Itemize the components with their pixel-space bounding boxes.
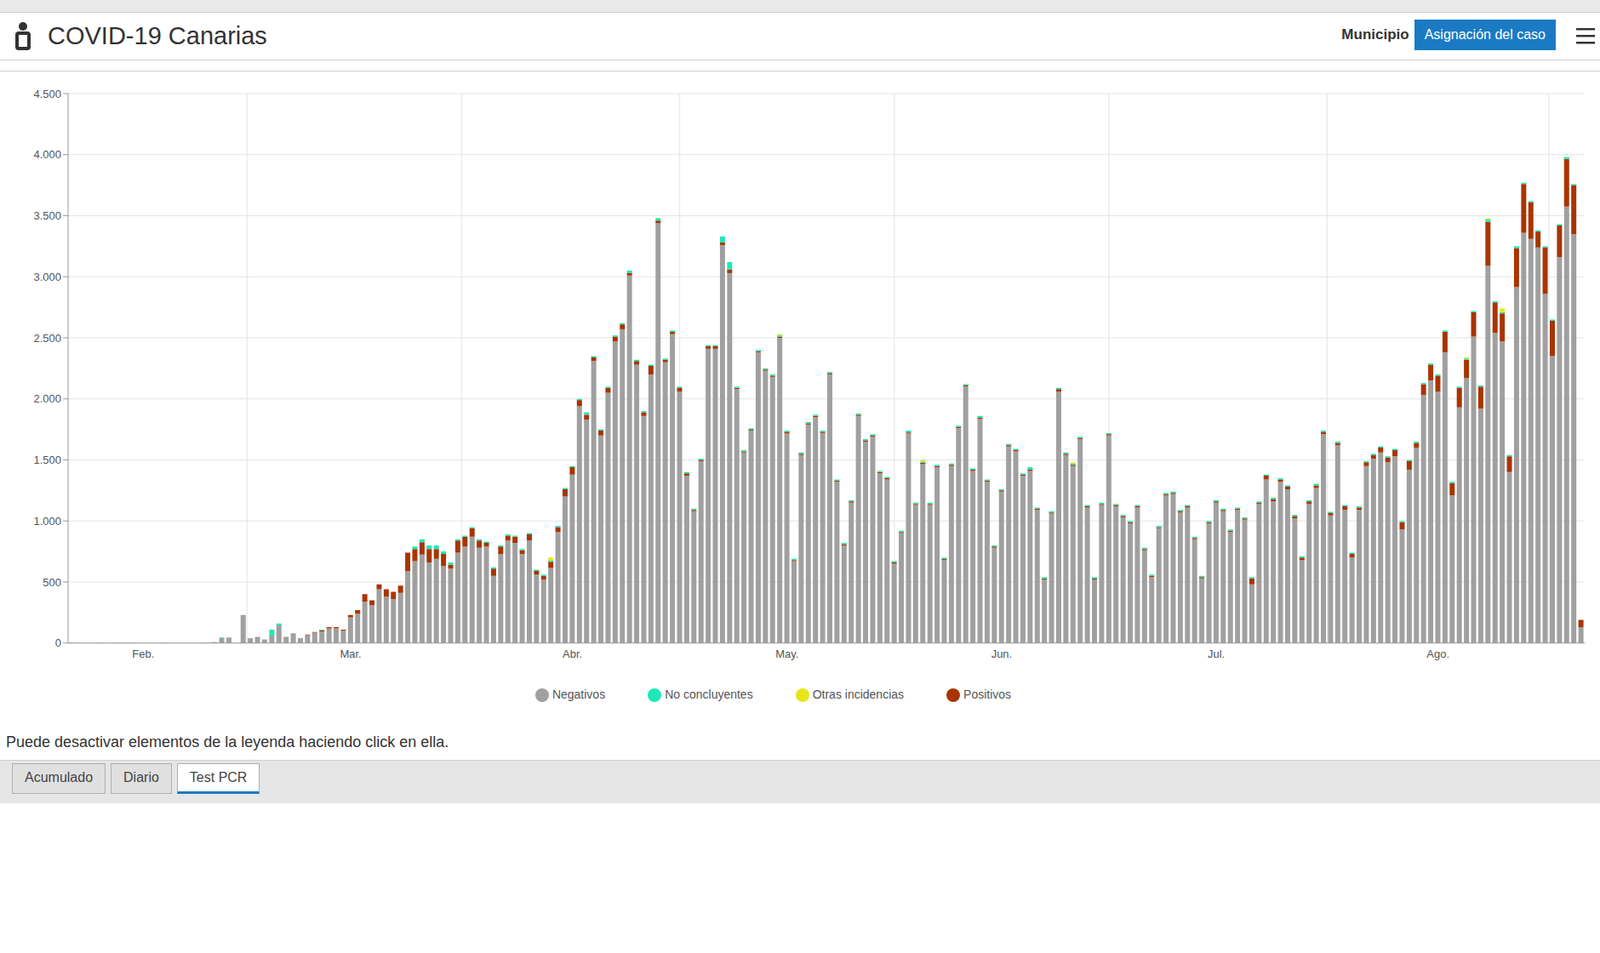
svg-text:4.500: 4.500 xyxy=(33,87,62,101)
svg-text:2.000: 2.000 xyxy=(33,392,62,406)
svg-text:May.: May. xyxy=(775,647,799,661)
svg-text:1.000: 1.000 xyxy=(33,514,62,528)
html-text:Negativos: Negativos xyxy=(552,687,606,702)
svg-text:3.000: 3.000 xyxy=(33,270,62,284)
svg-text:Abr.: Abr. xyxy=(562,647,583,661)
svg-text:2.500: 2.500 xyxy=(33,331,62,345)
html-text:Puede desactivar elementos de: Puede desactivar elementos de la leyenda… xyxy=(5,733,449,751)
svg-text:Jul.: Jul. xyxy=(1207,647,1225,661)
svg-text:4.000: 4.000 xyxy=(33,148,62,161)
svg-text:Jun.: Jun. xyxy=(991,647,1013,661)
svg-text:0: 0 xyxy=(55,636,62,650)
svg-text:500: 500 xyxy=(42,576,62,589)
html-text:Diario: Diario xyxy=(123,770,159,785)
html-text:Otras incidencias: Otras incidencias xyxy=(812,687,904,702)
svg-text:Mar.: Mar. xyxy=(339,647,361,661)
svg-text:Ago.: Ago. xyxy=(1426,647,1450,661)
html-text:Acumulado: Acumulado xyxy=(24,770,93,785)
html-text:No concluyentes: No concluyentes xyxy=(664,687,753,702)
html-text:Asignación del caso: Asignación del caso xyxy=(1424,27,1546,42)
svg-text:3.500: 3.500 xyxy=(33,209,62,223)
html-text:Test PCR: Test PCR xyxy=(189,770,248,785)
html-text:Positivos: Positivos xyxy=(963,687,1012,702)
svg-text:1.500: 1.500 xyxy=(33,453,62,467)
html-text:Municipio: Municipio xyxy=(1341,26,1410,43)
svg-text:Feb.: Feb. xyxy=(131,647,155,661)
html-text:COVID-19 Canarias: COVID-19 Canarias xyxy=(47,22,268,50)
